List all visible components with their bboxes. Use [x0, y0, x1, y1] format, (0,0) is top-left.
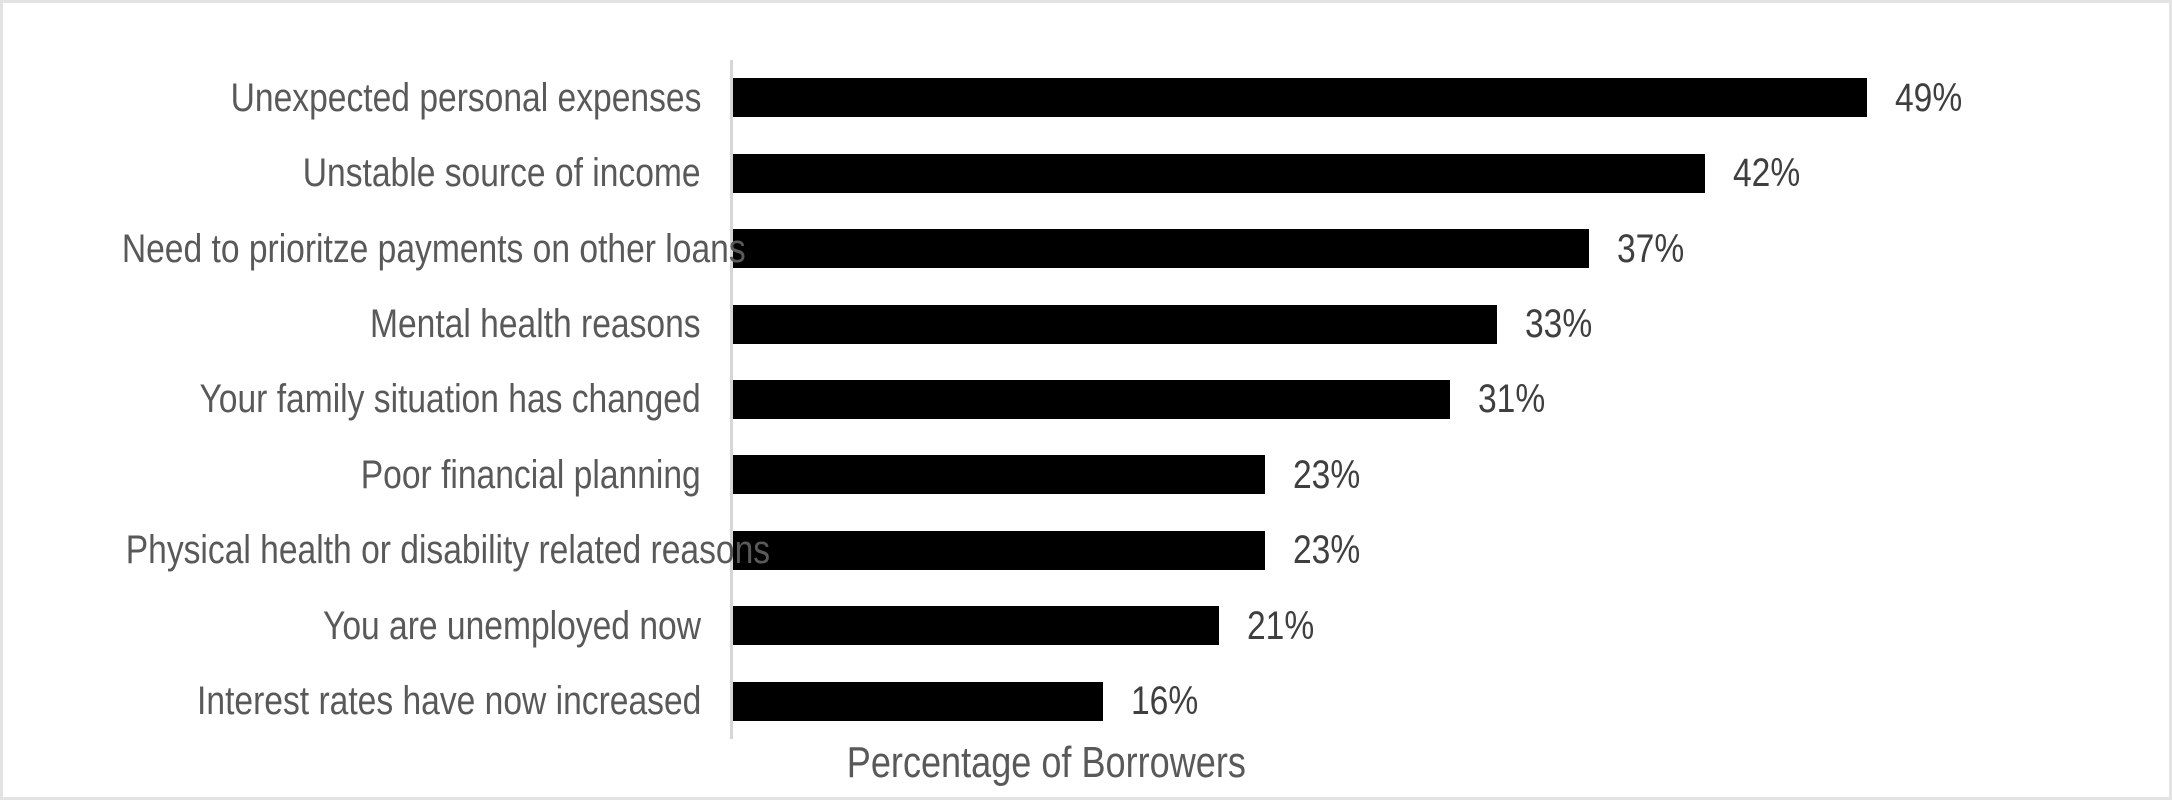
bar [733, 379, 1451, 419]
chart-row: Poor financial planning 23% [3, 437, 2169, 512]
category-label-text: Physical health or disability related re… [125, 528, 771, 573]
bar [733, 229, 1590, 269]
category-label: Physical health or disability related re… [3, 530, 770, 570]
chart-row: Unexpected personal expenses 49% [3, 60, 2169, 135]
category-label: Unstable source of income [3, 153, 733, 193]
value-label-text: 16% [1131, 679, 1199, 724]
value-label: 49% [1895, 78, 1975, 118]
bar [733, 455, 1266, 495]
category-label: Mental health reasons [3, 304, 733, 344]
bar [733, 681, 1104, 721]
category-label-text: Poor financial planning [361, 452, 701, 497]
category-label-text: Interest rates have now increased [196, 679, 701, 724]
value-label-text: 33% [1524, 302, 1592, 347]
value-label-text: 31% [1478, 377, 1546, 422]
value-label: 37% [1617, 229, 1697, 269]
bar [733, 78, 1867, 118]
x-axis-title: Percentage of Borrowers [736, 741, 1356, 785]
category-label-text: Your family situation has changed [199, 377, 701, 422]
bar [733, 606, 1219, 646]
value-label-text: 23% [1293, 528, 1361, 573]
category-label: Poor financial planning [3, 455, 733, 495]
category-label-text: Need to prioritze payments on other loan… [121, 226, 746, 271]
category-label: Unexpected personal expenses [3, 78, 733, 118]
value-label-text: 42% [1732, 151, 1801, 196]
category-label: You are unemployed now [3, 606, 733, 646]
bars-container: Unexpected personal expenses 49% Unstable … [3, 60, 2169, 739]
category-label: Your family situation has changed [3, 379, 733, 419]
value-label-text: 37% [1617, 226, 1685, 271]
value-label: 23% [1293, 530, 1373, 570]
y-axis-line [730, 60, 733, 739]
chart-row: Need to prioritze payments on other loan… [3, 211, 2169, 286]
x-axis-title-text: Percentage of Borrowers [846, 738, 1246, 787]
value-label: 23% [1293, 455, 1373, 495]
value-label: 21% [1247, 606, 1327, 646]
category-label: Need to prioritze payments on other loan… [3, 229, 746, 269]
value-label: 33% [1525, 304, 1605, 344]
value-label-text: 49% [1894, 75, 1963, 120]
value-label: 31% [1478, 379, 1558, 419]
value-label-text: 23% [1293, 452, 1361, 497]
value-label: 42% [1733, 153, 1813, 193]
category-label-text: Unexpected personal expenses [230, 75, 701, 120]
bar [733, 153, 1705, 193]
value-label: 16% [1131, 681, 1211, 721]
category-label-text: Unstable source of income [303, 151, 701, 196]
chart-row: Physical health or disability related re… [3, 513, 2169, 588]
value-label-text: 21% [1246, 603, 1315, 648]
category-label-text: You are unemployed now [323, 603, 701, 648]
chart-row: Your family situation has changed 31% [3, 362, 2169, 437]
category-label: Interest rates have now increased [3, 681, 733, 721]
bar [733, 304, 1497, 344]
bar [733, 530, 1266, 570]
chart-row: Mental health reasons 33% [3, 286, 2169, 361]
chart-row: Unstable source of income 42% [3, 135, 2169, 210]
chart-row: You are unemployed now 21% [3, 588, 2169, 663]
chart-row: Interest rates have now increased 16% [3, 664, 2169, 739]
category-label-text: Mental health reasons [370, 302, 701, 347]
